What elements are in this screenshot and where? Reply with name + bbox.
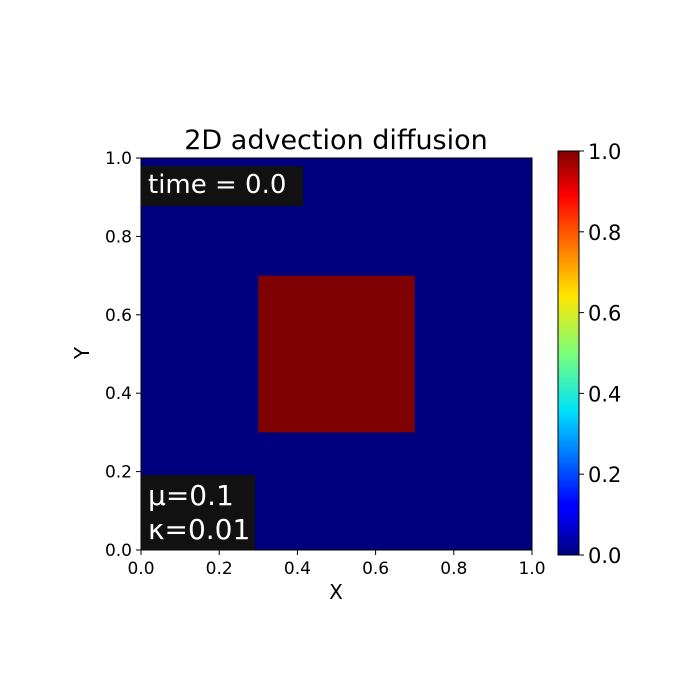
x-axis-label: X [329, 580, 343, 604]
axes: 0.0 0.2 0.4 0.6 0.8 1.0 0.0 0.2 0.4 0.6 0.8 1.0 [105, 149, 546, 579]
params-label-box [141, 475, 255, 550]
x-tick-label: 1.0 [518, 559, 545, 579]
y-tick-label: 0.8 [105, 227, 132, 247]
colorbar-tick-label: 0.8 [588, 221, 621, 245]
colorbar-tick-label: 0.6 [588, 302, 621, 326]
x-tick-label: 0.6 [362, 559, 389, 579]
y-axis-label: Y [70, 346, 94, 360]
y-tick-label: 0.6 [105, 306, 132, 326]
colorbar-tick-label: 0.4 [588, 382, 621, 406]
heatmap-cell [258, 275, 415, 433]
y-tick-label: 0.2 [105, 463, 132, 483]
colorbar-tick-label: 0.0 [588, 544, 621, 568]
params-label: μ=0.1 [148, 479, 234, 512]
x-tick-label: 0.0 [127, 559, 154, 579]
annotations: time = 0.0 μ=0.1κ=0.01 [141, 166, 303, 550]
colorbar: 0.0 0.2 0.4 0.6 0.8 1.0 [557, 140, 621, 568]
plot-frame [140, 157, 533, 551]
colorbar-tick-label: 1.0 [588, 140, 621, 164]
colorbar-tick-label: 0.2 [588, 463, 621, 487]
time-label: time = 0.0 [148, 170, 286, 200]
y-tick-label: 1.0 [105, 149, 132, 169]
params-label: κ=0.01 [148, 513, 250, 546]
x-tick-label: 0.2 [206, 559, 233, 579]
y-tick-label: 0.0 [105, 541, 132, 561]
colorbar-gradient [557, 150, 580, 556]
time-label-box [141, 166, 303, 206]
x-tick-label: 0.4 [284, 559, 311, 579]
chart-title: 2D advection diffusion [184, 125, 488, 156]
y-tick-label: 0.4 [105, 384, 132, 404]
x-tick-label: 0.8 [440, 559, 467, 579]
